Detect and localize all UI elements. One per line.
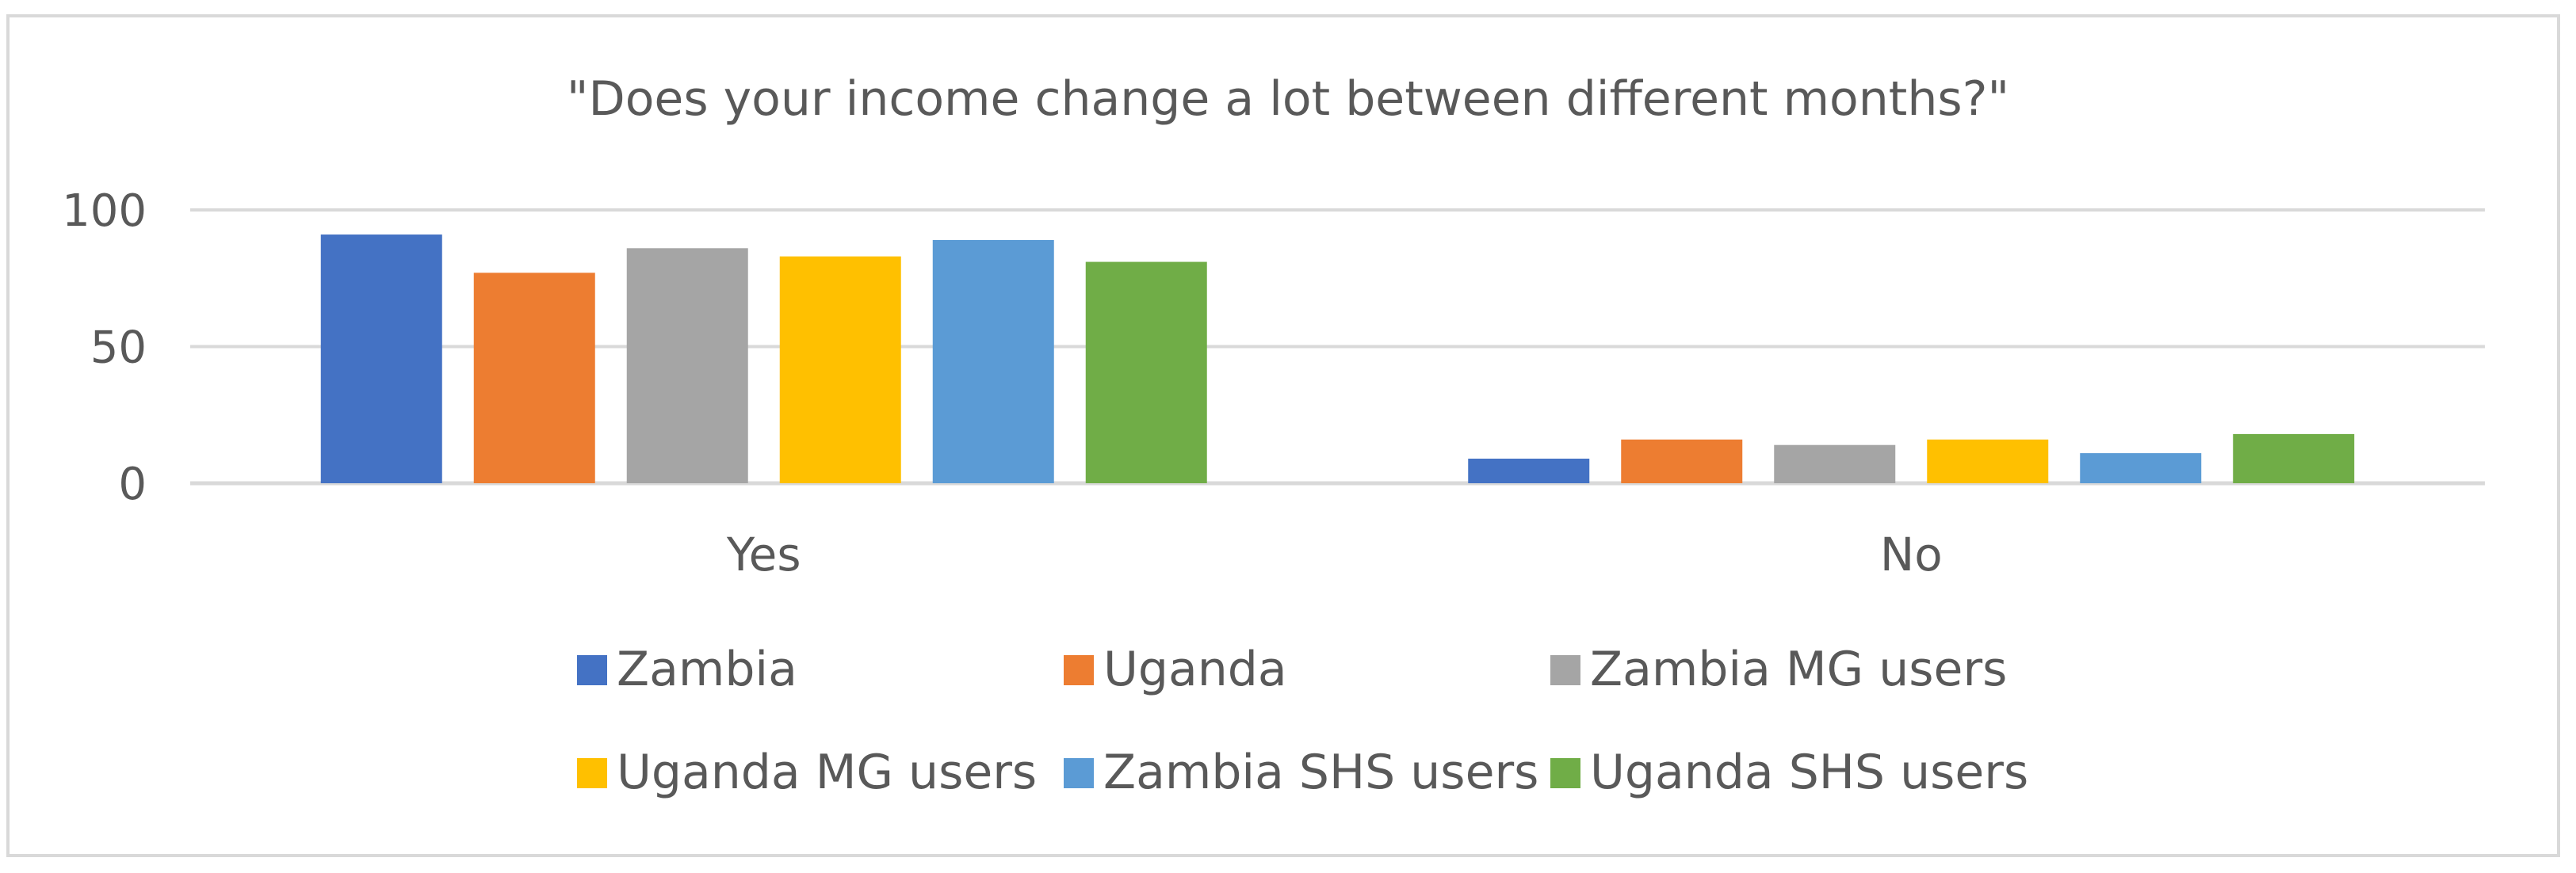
- bar-yes-zambia-mg-users: [626, 248, 748, 483]
- bars: [320, 234, 2355, 483]
- legend: Zambia Uganda Zambia MG users Uganda MG use…: [577, 642, 2028, 800]
- legend-swatch: [577, 758, 607, 788]
- legend-label: Uganda MG users: [617, 745, 1037, 800]
- legend-swatch: [577, 655, 607, 685]
- chart-title: "Does your income change a lot between d…: [567, 71, 2009, 127]
- bar-yes-uganda-mg-users: [779, 256, 901, 483]
- bar-yes-uganda-shs-users: [1085, 261, 1207, 483]
- bar-no-uganda: [1621, 439, 1743, 483]
- bar-yes-zambia-shs-users: [932, 239, 1054, 483]
- legend-label: Zambia MG users: [1590, 642, 2007, 697]
- legend-label: Uganda: [1103, 642, 1287, 697]
- bar-no-zambia: [1468, 458, 1590, 483]
- y-tick-label: 0: [118, 459, 147, 510]
- legend-swatch: [1550, 758, 1580, 788]
- legend-label: Zambia: [617, 642, 797, 697]
- x-axis-categories: Yes No: [726, 528, 1943, 581]
- legend-swatch: [1064, 655, 1094, 685]
- y-axis-ticks: 0 50 100: [62, 185, 147, 510]
- bar-no-uganda-mg-users: [1927, 439, 2049, 483]
- y-tick-label: 100: [62, 185, 147, 237]
- legend-label: Zambia SHS users: [1103, 745, 1538, 800]
- x-category-label: Yes: [726, 528, 801, 581]
- bar-yes-zambia: [320, 234, 442, 483]
- legend-swatch: [1064, 758, 1094, 788]
- bar-no-zambia-mg-users: [1774, 444, 1896, 483]
- x-category-label: No: [1880, 528, 1943, 581]
- legend-swatch: [1550, 655, 1580, 685]
- legend-label: Uganda SHS users: [1590, 745, 2028, 800]
- y-tick-label: 50: [90, 322, 147, 374]
- bar-yes-uganda: [473, 273, 595, 483]
- bar-no-zambia-shs-users: [2080, 453, 2202, 483]
- bar-no-uganda-shs-users: [2233, 433, 2355, 483]
